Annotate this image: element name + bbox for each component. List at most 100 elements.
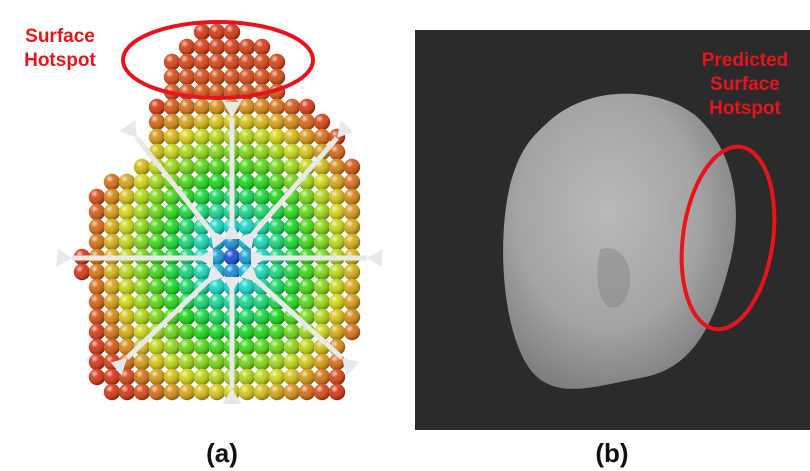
- sphere-shading: [314, 129, 330, 145]
- sphere-shading: [314, 219, 330, 235]
- sphere-shading: [239, 204, 255, 220]
- sphere-shading: [89, 279, 105, 295]
- sphere-shading: [134, 384, 150, 400]
- arrow-head: [56, 249, 72, 267]
- sphere-shading: [329, 279, 345, 295]
- sphere-shading: [104, 384, 120, 400]
- sphere-shading: [344, 324, 360, 340]
- sphere-shading: [179, 234, 195, 250]
- sphere-shading: [209, 204, 225, 220]
- sphere-shading: [209, 354, 225, 370]
- sphere-shading: [254, 324, 270, 340]
- sphere-shading: [269, 324, 285, 340]
- sphere-shading: [179, 354, 195, 370]
- sphere-shading: [254, 39, 270, 55]
- sphere-shading: [149, 264, 165, 280]
- sphere-shading: [164, 264, 180, 280]
- sphere-shading: [239, 129, 255, 145]
- sphere-shading: [299, 384, 315, 400]
- sphere-shading: [299, 264, 315, 280]
- sphere-shading: [224, 54, 240, 70]
- sphere-shading: [149, 99, 165, 115]
- sphere-shading: [299, 144, 315, 160]
- sphere-shading: [119, 279, 135, 295]
- sphere-shading: [209, 69, 225, 85]
- sphere-shading: [134, 264, 150, 280]
- sphere-shading: [89, 264, 105, 280]
- sphere-shading: [209, 99, 225, 115]
- sphere-shading: [239, 339, 255, 355]
- sphere-shading: [344, 309, 360, 325]
- sphere-shading: [179, 309, 195, 325]
- sphere-shading: [284, 279, 300, 295]
- sphere-shading: [134, 234, 150, 250]
- sphere-shading: [194, 159, 210, 175]
- sphere-shading: [254, 174, 270, 190]
- sphere-shading: [89, 204, 105, 220]
- sphere-shading: [209, 114, 225, 130]
- sphere-shading: [269, 354, 285, 370]
- sphere-shading: [239, 39, 255, 55]
- sphere-shading: [134, 219, 150, 235]
- sphere-shading: [269, 264, 285, 280]
- sphere-shading: [239, 384, 255, 400]
- sphere-shading: [299, 99, 315, 115]
- sphere-shading: [329, 384, 345, 400]
- sphere-shading: [209, 24, 225, 40]
- sphere-shading: [239, 189, 255, 205]
- sphere-shading: [104, 189, 120, 205]
- sphere-shading: [269, 159, 285, 175]
- sphere-shading: [194, 24, 210, 40]
- sphere-shading: [239, 324, 255, 340]
- sphere-shading: [299, 204, 315, 220]
- sphere-shading: [329, 369, 345, 385]
- sphere-shading: [164, 354, 180, 370]
- sphere-shading: [89, 339, 105, 355]
- sphere-shading: [209, 324, 225, 340]
- sphere-shading: [299, 279, 315, 295]
- sphere-shading: [119, 189, 135, 205]
- sphere-shading: [344, 219, 360, 235]
- sphere-shading: [299, 294, 315, 310]
- arrow-head: [367, 249, 383, 267]
- sphere-shading: [329, 189, 345, 205]
- panel-label: (a): [206, 438, 238, 468]
- annotation-line: Hotspot: [24, 50, 96, 71]
- sphere-shading: [194, 309, 210, 325]
- sphere-shading: [149, 369, 165, 385]
- sphere-shading: [104, 279, 120, 295]
- sphere-shading: [284, 384, 300, 400]
- sphere-shading: [284, 159, 300, 175]
- sphere-shading: [254, 189, 270, 205]
- sphere-shading: [284, 234, 300, 250]
- sphere-shading: [344, 159, 360, 175]
- figure: Surface Hotspot Predicted Surface Hotspo…: [0, 0, 810, 471]
- sphere-shading: [149, 279, 165, 295]
- sphere-shading: [209, 279, 225, 295]
- sphere-shading: [209, 54, 225, 70]
- sphere-shading: [149, 384, 165, 400]
- sphere-shading: [149, 294, 165, 310]
- sphere-shading: [314, 234, 330, 250]
- sphere-shading: [269, 129, 285, 145]
- sphere-shading: [254, 144, 270, 160]
- sphere-shading: [254, 339, 270, 355]
- sphere-shading: [269, 369, 285, 385]
- sphere-shading: [164, 54, 180, 70]
- sphere-shading: [164, 99, 180, 115]
- sphere-shading: [329, 174, 345, 190]
- sphere-shading: [299, 234, 315, 250]
- sphere-shading: [194, 129, 210, 145]
- sphere-shading: [314, 294, 330, 310]
- sphere-shading: [164, 339, 180, 355]
- sphere-shading: [254, 114, 270, 130]
- sphere-shading: [314, 369, 330, 385]
- sphere-shading: [239, 159, 255, 175]
- sphere-shading: [164, 234, 180, 250]
- sphere-shading: [224, 24, 240, 40]
- sphere-shading: [299, 354, 315, 370]
- sphere-shading: [314, 264, 330, 280]
- sphere-shading: [299, 189, 315, 205]
- sphere-shading: [209, 129, 225, 145]
- sphere-shading: [134, 204, 150, 220]
